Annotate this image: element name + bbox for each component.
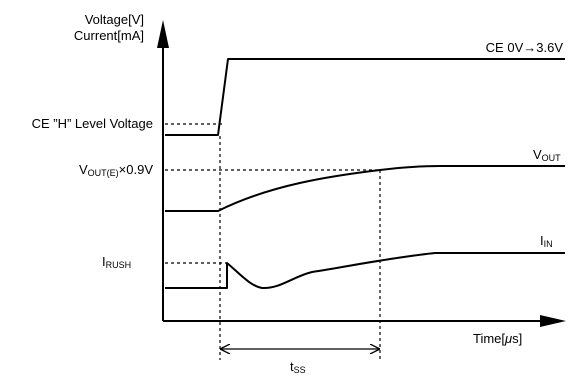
ce-waveform-label: CE 0V→3.6V xyxy=(486,40,564,55)
y-axis-label-voltage: Voltage[V] xyxy=(85,12,144,27)
y-axis-label-current: Current[mA] xyxy=(74,28,144,43)
irush-label: IRUSH xyxy=(102,254,131,270)
vout-waveform-label: VOUT xyxy=(533,147,561,163)
iin-waveform-label: IIN xyxy=(540,233,553,249)
iin-waveform xyxy=(165,252,565,290)
tss-label: tSS xyxy=(290,359,306,375)
x-axis-arrowhead xyxy=(540,315,566,327)
vout-threshold-label: VOUT(E)×0.9V xyxy=(79,162,153,178)
ce-waveform xyxy=(165,58,565,136)
vout-waveform xyxy=(165,165,565,212)
y-axis-arrowhead xyxy=(157,20,169,48)
ce-threshold-label: CE ”H” Level Voltage xyxy=(32,116,153,131)
x-axis-label: Time[μs] xyxy=(473,331,522,346)
